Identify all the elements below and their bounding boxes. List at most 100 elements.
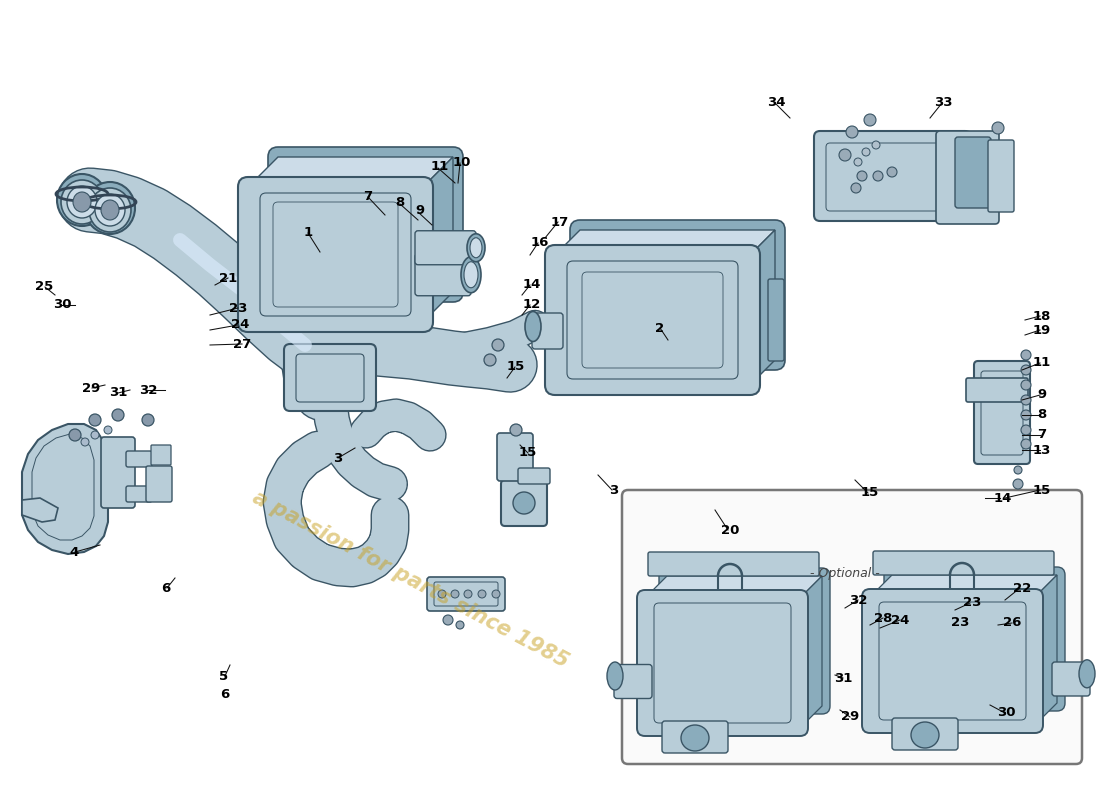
Circle shape — [872, 141, 880, 149]
Text: 34: 34 — [767, 97, 785, 110]
Ellipse shape — [607, 662, 623, 690]
Text: 9: 9 — [1037, 389, 1046, 402]
Text: 13: 13 — [1033, 443, 1052, 457]
Ellipse shape — [911, 722, 939, 748]
FancyBboxPatch shape — [151, 445, 170, 465]
Text: 10: 10 — [453, 155, 471, 169]
Text: 15: 15 — [519, 446, 537, 459]
Ellipse shape — [525, 311, 541, 342]
Text: 20: 20 — [720, 523, 739, 537]
Polygon shape — [750, 230, 776, 385]
Text: 23: 23 — [962, 597, 981, 610]
Text: 1: 1 — [304, 226, 312, 238]
Circle shape — [492, 590, 500, 598]
Text: 32: 32 — [849, 594, 867, 606]
Ellipse shape — [85, 182, 135, 234]
Ellipse shape — [67, 186, 97, 218]
Circle shape — [451, 590, 459, 598]
Circle shape — [464, 590, 472, 598]
FancyBboxPatch shape — [415, 230, 476, 265]
Circle shape — [857, 171, 867, 181]
Ellipse shape — [57, 174, 107, 226]
Text: 19: 19 — [1033, 323, 1052, 337]
Circle shape — [510, 424, 522, 436]
FancyBboxPatch shape — [544, 245, 760, 395]
FancyBboxPatch shape — [814, 131, 971, 221]
Circle shape — [862, 148, 870, 156]
Circle shape — [142, 414, 154, 426]
Text: 5: 5 — [219, 670, 229, 682]
Circle shape — [492, 339, 504, 351]
Circle shape — [81, 438, 89, 446]
Circle shape — [887, 167, 896, 177]
Circle shape — [1021, 365, 1031, 375]
Text: a passion for parts since 1985: a passion for parts since 1985 — [249, 488, 571, 672]
Circle shape — [864, 114, 876, 126]
Circle shape — [456, 621, 464, 629]
Polygon shape — [645, 576, 822, 598]
Polygon shape — [870, 575, 1057, 597]
Circle shape — [1021, 380, 1031, 390]
Text: 6: 6 — [220, 689, 230, 702]
Ellipse shape — [89, 188, 131, 232]
Text: 15: 15 — [861, 486, 879, 499]
FancyBboxPatch shape — [966, 378, 1028, 402]
FancyBboxPatch shape — [415, 254, 471, 296]
Ellipse shape — [60, 180, 103, 224]
Text: 29: 29 — [81, 382, 100, 394]
FancyBboxPatch shape — [662, 721, 728, 753]
Text: 9: 9 — [416, 205, 425, 218]
Text: 33: 33 — [934, 97, 953, 110]
Text: 17: 17 — [551, 215, 569, 229]
Text: 27: 27 — [233, 338, 251, 350]
Circle shape — [91, 431, 99, 439]
Text: 3: 3 — [333, 451, 342, 465]
Circle shape — [69, 429, 81, 441]
FancyBboxPatch shape — [884, 567, 1065, 711]
Text: 4: 4 — [69, 546, 78, 558]
FancyBboxPatch shape — [1052, 662, 1090, 696]
Text: 31: 31 — [834, 671, 852, 685]
Circle shape — [112, 409, 124, 421]
Circle shape — [854, 158, 862, 166]
FancyBboxPatch shape — [955, 137, 991, 208]
FancyBboxPatch shape — [500, 480, 547, 526]
FancyBboxPatch shape — [974, 361, 1030, 464]
Text: 32: 32 — [139, 383, 157, 397]
FancyBboxPatch shape — [570, 220, 785, 370]
FancyBboxPatch shape — [936, 131, 999, 224]
Text: 8: 8 — [395, 197, 405, 210]
Text: 23: 23 — [950, 617, 969, 630]
Text: 14: 14 — [993, 491, 1012, 505]
Circle shape — [1021, 350, 1031, 360]
Text: 26: 26 — [1003, 617, 1021, 630]
Ellipse shape — [1079, 660, 1094, 688]
Text: 2: 2 — [656, 322, 664, 334]
Polygon shape — [800, 576, 822, 728]
Ellipse shape — [470, 238, 482, 258]
FancyBboxPatch shape — [238, 177, 433, 332]
FancyBboxPatch shape — [518, 468, 550, 484]
Ellipse shape — [468, 234, 485, 262]
Text: 28: 28 — [873, 611, 892, 625]
FancyBboxPatch shape — [892, 718, 958, 750]
Circle shape — [851, 183, 861, 193]
FancyBboxPatch shape — [873, 551, 1054, 575]
Ellipse shape — [464, 262, 478, 288]
Ellipse shape — [461, 257, 481, 293]
FancyBboxPatch shape — [126, 451, 152, 467]
Polygon shape — [248, 157, 453, 187]
Circle shape — [104, 426, 112, 434]
FancyBboxPatch shape — [648, 552, 820, 576]
Circle shape — [89, 414, 101, 426]
FancyBboxPatch shape — [614, 665, 652, 698]
Text: 7: 7 — [1037, 429, 1046, 442]
Circle shape — [846, 126, 858, 138]
Polygon shape — [556, 230, 776, 255]
FancyBboxPatch shape — [988, 140, 1014, 212]
Polygon shape — [1035, 575, 1057, 725]
Text: 22: 22 — [1013, 582, 1031, 594]
Text: 30: 30 — [997, 706, 1015, 719]
FancyBboxPatch shape — [621, 490, 1082, 764]
FancyBboxPatch shape — [146, 466, 172, 502]
